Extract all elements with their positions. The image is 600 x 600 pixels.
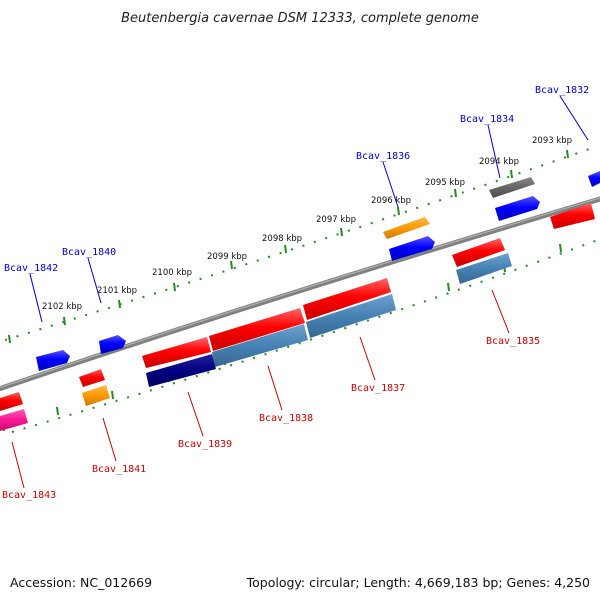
gene-label-reverse[interactable]: Bcav_1841: [92, 464, 146, 475]
gene-arrow-bcav-1841[interactable]: [79, 369, 105, 387]
gene-arrow-bcav-1833[interactable]: [489, 177, 535, 198]
gene-label-forward[interactable]: Bcav_1842: [4, 263, 58, 274]
gene-arrow-bcav-1837[interactable]: [303, 278, 391, 320]
scale-label: 2100 kbp: [152, 268, 192, 278]
scale-label: 2097 kbp: [316, 215, 356, 225]
genome-backbone-highlight: [0, 197, 600, 389]
genome-backbone: [0, 196, 600, 392]
gene-arrow-bcav-1842[interactable]: [36, 350, 70, 371]
gene-arrow-bcav-1843[interactable]: [0, 392, 23, 411]
scale-label: 2095 kbp: [425, 178, 465, 188]
gene-arrow-bcav-1839[interactable]: [142, 337, 211, 368]
scale-label: 2101 kbp: [97, 286, 137, 296]
gene-arrow-bcav-1832[interactable]: [588, 171, 600, 187]
scale-label: 2094 kbp: [479, 157, 519, 167]
topology-summary: Topology: circular; Length: 4,669,183 bp…: [246, 575, 590, 590]
gene-label-reverse[interactable]: Bcav_1839: [178, 439, 232, 450]
gene-arrow-bcav-1836b[interactable]: [389, 236, 435, 261]
gene-arrow-bcav-1839b[interactable]: [146, 354, 216, 387]
gene-arrow-bcav-1841b[interactable]: [82, 385, 110, 406]
gene-arrow-bcav-1837b[interactable]: [306, 294, 396, 338]
gene-label-reverse[interactable]: Bcav_1837: [351, 383, 405, 394]
major-ticks: [2, 149, 569, 432]
gene-label-reverse[interactable]: Bcav_1835: [486, 336, 540, 347]
accession-text: Accession: NC_012669: [10, 575, 152, 590]
gene-label-forward[interactable]: Bcav_1836: [356, 151, 410, 162]
gene-label-forward[interactable]: Bcav_1832: [535, 85, 589, 96]
scale-label: 2096 kbp: [371, 196, 411, 206]
gene-label-reverse[interactable]: Bcav_1843: [2, 490, 56, 501]
reverse-strand-genes: [0, 203, 595, 431]
gene-arrow-bcav-1843b[interactable]: [0, 409, 28, 431]
gene-arrow-bcav-1838[interactable]: [209, 308, 305, 351]
gene-label-reverse[interactable]: Bcav_1838: [259, 413, 313, 424]
gene-arrow-bcav-1835b[interactable]: [456, 253, 512, 284]
gene-arrow-bcav-1838b[interactable]: [212, 324, 308, 367]
scale-label: 2093 kbp: [532, 136, 572, 146]
gene-arrow-bcav-1834[interactable]: [495, 196, 540, 221]
scale-label: 2102 kbp: [42, 302, 82, 312]
gene-arrow-bcav-1836[interactable]: [383, 217, 430, 239]
gene-arrow-bcav-1840[interactable]: [99, 335, 126, 354]
scale-label: 2098 kbp: [262, 234, 302, 244]
label-connectors: [11, 95, 589, 489]
gene-label-forward[interactable]: Bcav_1840: [62, 247, 116, 258]
gene-arrow-bcav-1834r[interactable]: [550, 203, 595, 229]
gene-arrow-bcav-1835[interactable]: [452, 238, 505, 267]
scale-label: 2099 kbp: [207, 252, 247, 262]
gene-label-forward[interactable]: Bcav_1834: [460, 114, 514, 125]
map-title: Beutenbergia cavernae DSM 12333, complet…: [121, 11, 479, 26]
forward-strand-genes: [36, 171, 600, 371]
